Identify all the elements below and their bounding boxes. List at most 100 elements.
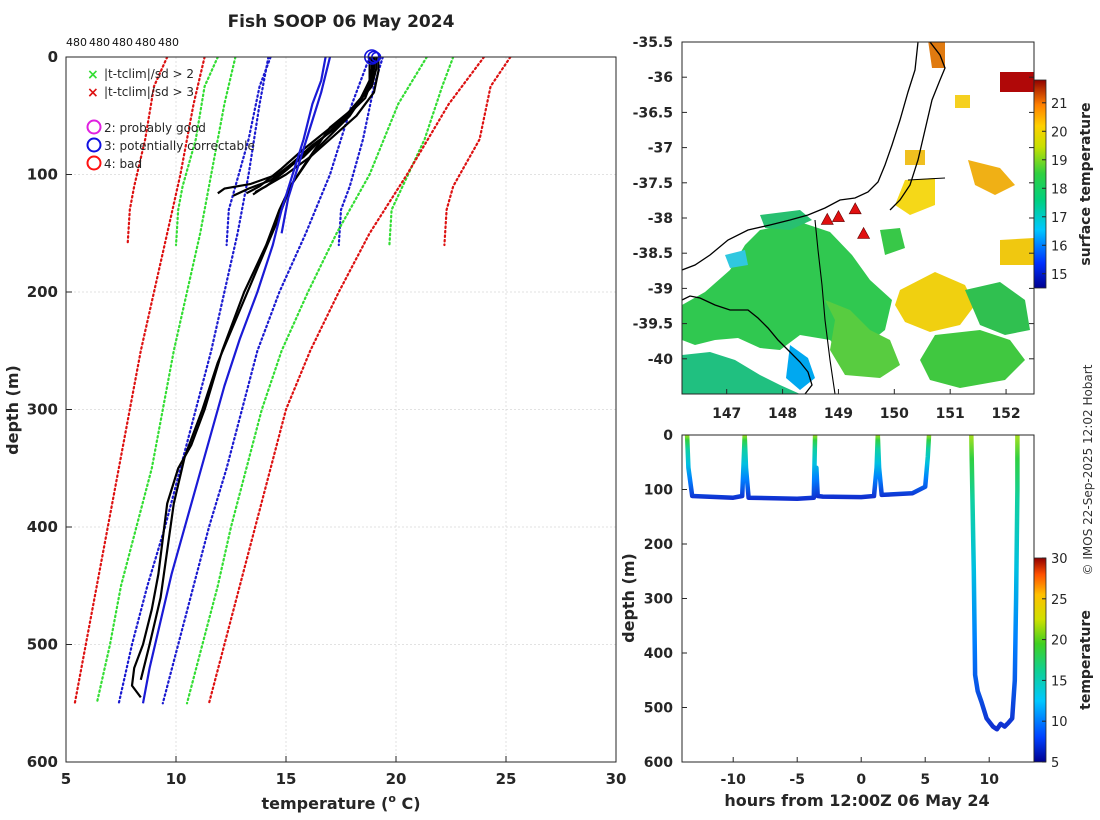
legend-item-flag4: 4: bad	[86, 155, 142, 171]
sst-tick-label: 20	[1051, 125, 1068, 140]
track-line	[969, 435, 1020, 732]
sst-tick-label: 18	[1051, 182, 1068, 197]
ts-y-tick-label: 500	[644, 701, 673, 717]
track-line	[684, 435, 818, 502]
ts-x-tick-label: 5	[920, 772, 930, 788]
profile-line	[130, 57, 376, 699]
map-x-tick-label: 148	[768, 406, 797, 422]
cross-icon: ×	[87, 85, 99, 101]
profile-legend: × |t-tclim|/sd > 2 × |t-tclim|/sd > 3 2:…	[86, 67, 255, 171]
sst-field	[682, 42, 1034, 394]
map-x-tick-label: 152	[991, 406, 1020, 422]
y-tick-label: 400	[27, 518, 58, 536]
sst-colorbar-ticks: 15 16 17 18 19 20 21	[1042, 97, 1068, 283]
profile-ylabel: depth (m)	[3, 365, 22, 455]
y-tick-label: 100	[27, 166, 58, 184]
legend-label: 3: potentially correctable	[104, 139, 255, 153]
map-y-tick-label: -37	[648, 141, 673, 157]
y-tick-label: 200	[27, 283, 58, 301]
climatology-bounds	[73, 57, 512, 705]
ts-y-tick-label: 100	[644, 483, 673, 499]
y-tick-label: 500	[27, 636, 58, 654]
coastline	[682, 42, 946, 394]
legend-label: |t-tclim|/sd > 2	[104, 67, 194, 81]
map-y-tick-label: -40	[648, 352, 674, 368]
ts-x-tick-label: 10	[979, 772, 999, 788]
temperature-tick-label: 15	[1051, 674, 1068, 689]
sst-colorbar-ramp	[1033, 79, 1047, 289]
map-x-tick-label: 151	[936, 406, 965, 422]
temperature-colorbar-ticks: 5 10 15 20 25 30	[1042, 552, 1068, 771]
triangle-icon	[831, 209, 845, 222]
ts-y-tick-label: 400	[644, 646, 673, 662]
temperature-profiles	[130, 57, 380, 704]
track-segments	[684, 435, 1020, 732]
count-label: 480	[135, 36, 156, 49]
x-tick-label: 30	[606, 770, 627, 788]
x-tick-label: 5	[61, 770, 71, 788]
sst-patch-warm-east	[895, 42, 1034, 332]
sst-tick-label: 16	[1051, 239, 1068, 254]
map-y-tick-label: -38	[648, 211, 673, 227]
map-ticks: 147 148 149 150 151 152 -35.5 -36 -36.5 -37 -37.5 -…	[633, 35, 1034, 422]
temperature-colorbar-ramp	[1033, 557, 1047, 763]
x-tick-label: 15	[276, 770, 297, 788]
deployment-markers	[820, 202, 871, 239]
legend-item-flag3: 3: potentially correctable	[86, 137, 255, 153]
sst-tick-label: 17	[1051, 211, 1068, 226]
temperature-tick-label: 5	[1051, 756, 1059, 771]
y-tick-label: 600	[27, 753, 58, 771]
triangle-icon	[857, 226, 871, 239]
climatology-line	[443, 57, 512, 247]
profile-line	[139, 57, 376, 681]
triangle-icon	[848, 202, 862, 215]
climatology-line	[161, 57, 371, 705]
count-label: 480	[89, 36, 110, 49]
circle-icon	[86, 119, 102, 135]
sst-colorbar-label: surface temperature	[1078, 102, 1094, 265]
profile-line	[254, 57, 378, 194]
map-y-tick-label: -37.5	[633, 176, 673, 192]
y-tick-label: 0	[48, 48, 58, 66]
climatology-line	[337, 57, 384, 247]
ts-x-tick-label: -10	[721, 772, 747, 788]
ts-x-tick-label: 0	[856, 772, 866, 788]
credit-text: © IMOS 22-Sep-2025 12:02 Hobart	[1081, 364, 1095, 575]
profile-title: Fish SOOP 06 May 2024	[228, 12, 455, 32]
sst-tick-label: 21	[1051, 97, 1068, 112]
map-y-tick-label: -39.5	[633, 317, 673, 333]
sst-patch-green-central	[682, 222, 1030, 394]
map-x-tick-label: 150	[880, 406, 909, 422]
x-tick-label: 25	[496, 770, 517, 788]
legend-label: |t-tclim|/sd > 3	[104, 85, 194, 99]
count-label: 480	[112, 36, 133, 49]
temperature-tick-label: 25	[1051, 593, 1068, 608]
ts-y-tick-label: 300	[644, 592, 673, 608]
climatology-line	[174, 57, 219, 247]
legend-item-sd2: × |t-tclim|/sd > 2	[87, 67, 194, 83]
map-y-tick-label: -38.5	[633, 246, 673, 262]
y-tick-label: 300	[27, 401, 58, 419]
map-y-tick-label: -35.5	[633, 35, 673, 51]
x-tick-label: 20	[386, 770, 407, 788]
climatology-line	[73, 57, 206, 705]
timeseries-xlabel: hours from 12:00Z 06 May 24	[724, 791, 989, 810]
sst-tick-label: 15	[1051, 268, 1068, 283]
ts-y-tick-label: 0	[663, 428, 673, 444]
map-y-tick-label: -36.5	[633, 105, 673, 121]
cross-icon: ×	[87, 67, 99, 83]
sst-tick-label: 19	[1051, 154, 1068, 169]
climatology-line	[117, 57, 270, 705]
profile-count-labels: 480 480 480 480 480	[66, 36, 179, 49]
sst-colorbar: 15 16 17 18 19 20 21 surface temperature	[1033, 79, 1094, 289]
temperature-tick-label: 10	[1051, 715, 1068, 730]
profile-plot-area	[66, 57, 616, 762]
legend-label: 4: bad	[104, 157, 142, 171]
map-x-tick-label: 147	[712, 406, 741, 422]
timeseries-plot-area	[682, 435, 1034, 762]
timeseries-ylabel: depth (m)	[619, 553, 638, 643]
x-tick-label: 10	[166, 770, 187, 788]
ts-x-tick-label: -5	[789, 772, 805, 788]
